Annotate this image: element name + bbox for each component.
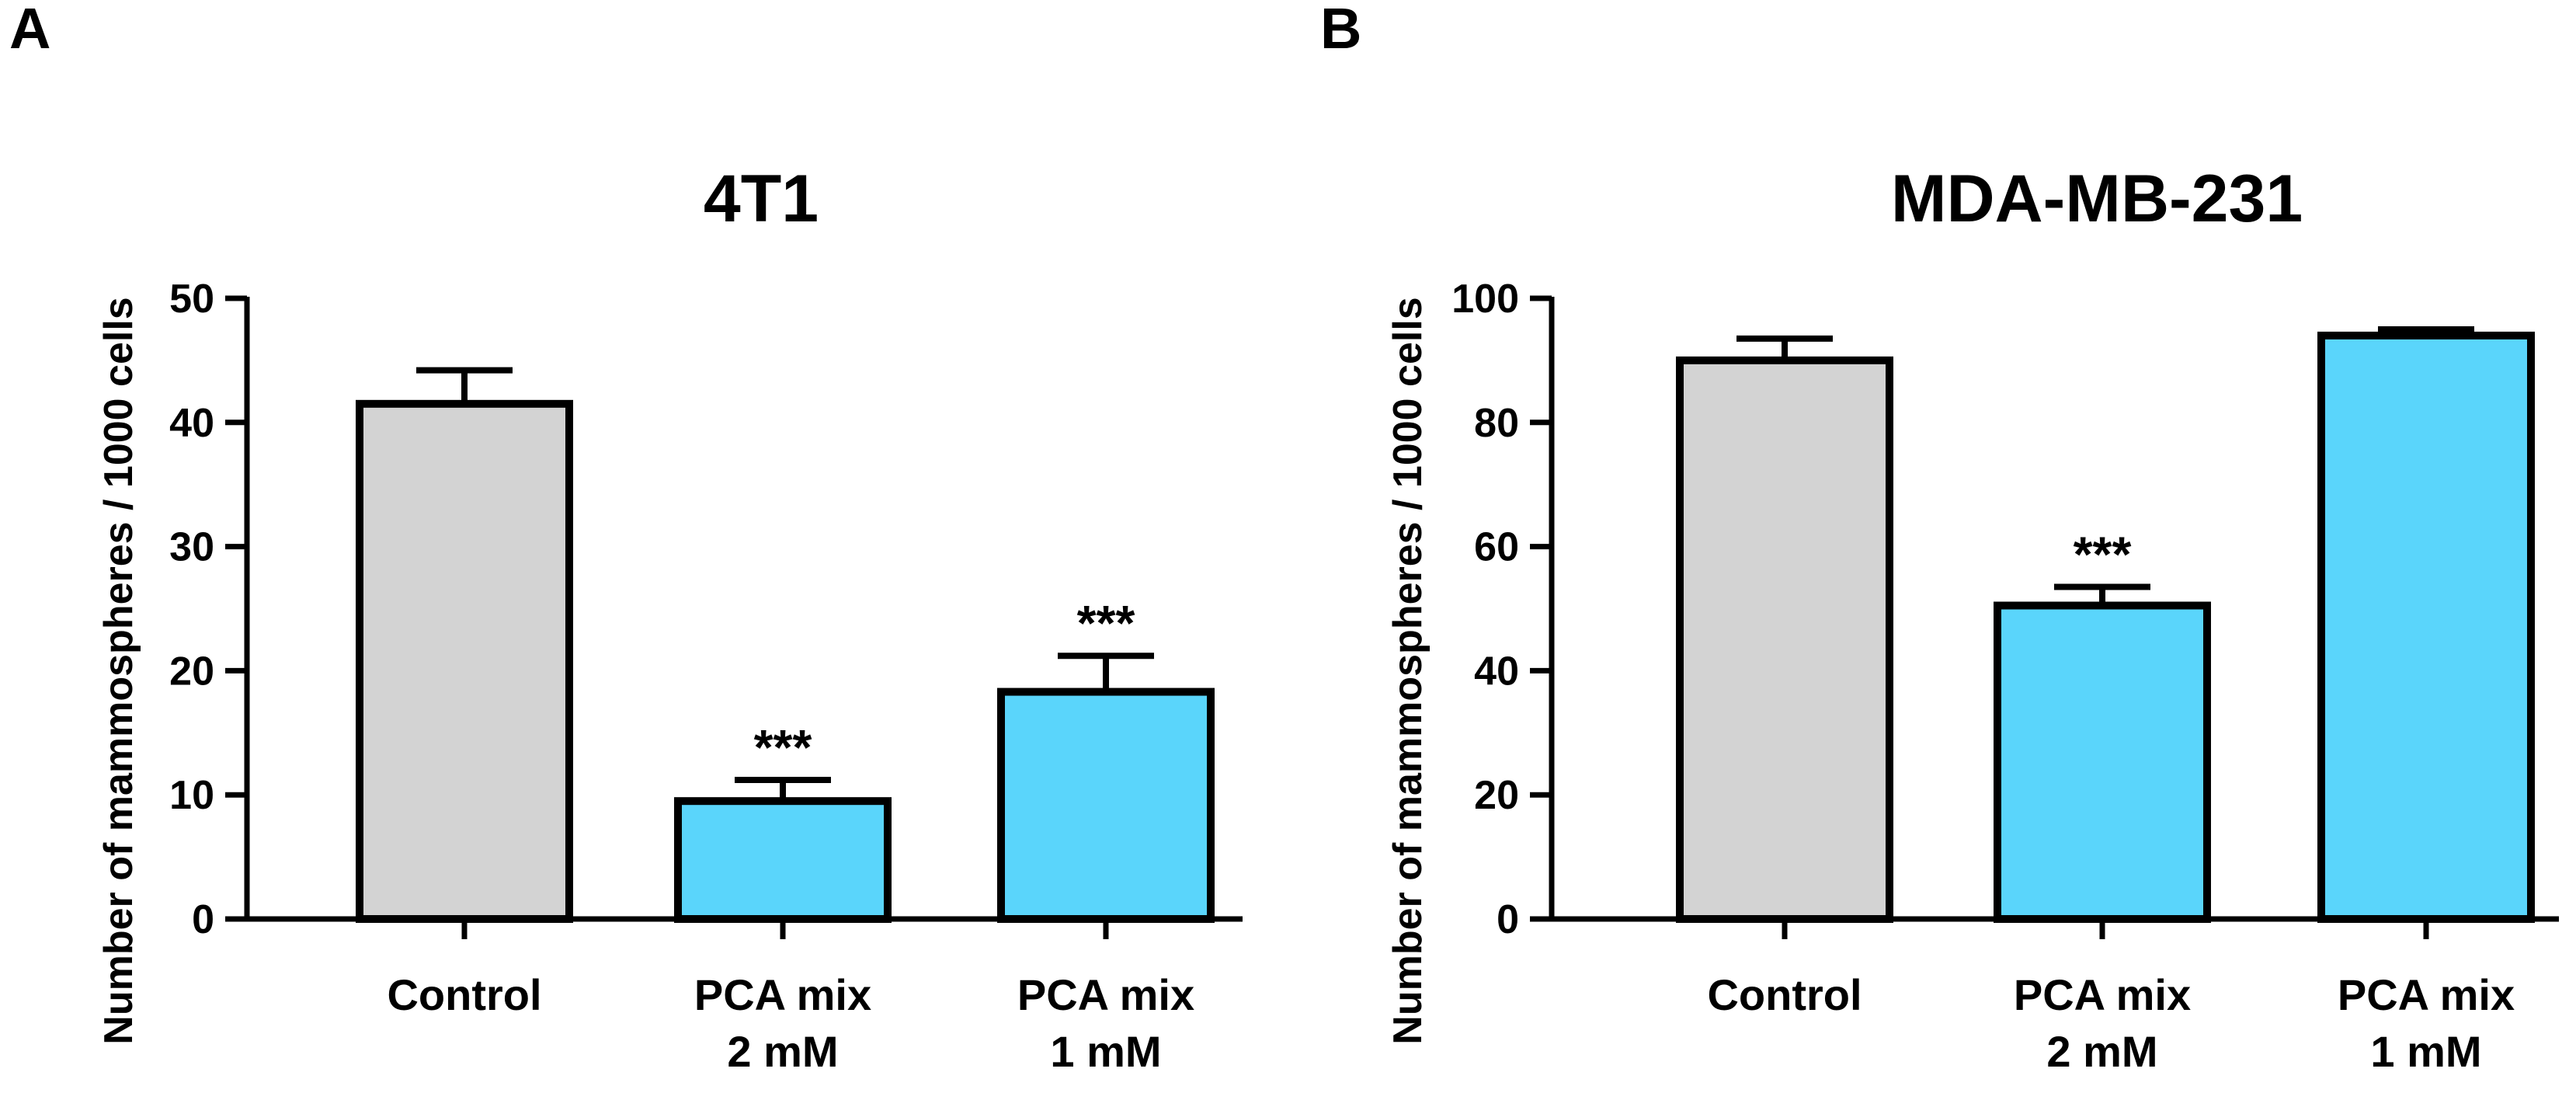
category-label: Control: [387, 970, 541, 1019]
category-label: 1 mM: [2370, 1027, 2481, 1076]
bar-1: [1994, 601, 2211, 923]
category-label: PCA mix: [2014, 970, 2191, 1019]
y-tick-label: 50: [169, 277, 214, 322]
y-axis-label: Number of mammospheres / 1000 cells: [96, 297, 141, 1044]
bar-1: [674, 797, 892, 923]
y-tick-label: 0: [1497, 897, 1519, 942]
bar-2: [2317, 331, 2535, 923]
y-tick-label: 0: [192, 897, 214, 942]
panel-b: B MDA-MB-231 Number of mammospheres / 1000…: [1320, 0, 2559, 1076]
panel-letter: B: [1320, 0, 1361, 61]
bar-0: [356, 399, 573, 923]
chart-title: 4T1: [704, 162, 819, 236]
bar-2: [997, 687, 1215, 923]
panel-a: A 4T1 Number of mammospheres / 1000 cells 0…: [9, 0, 1243, 1076]
y-tick-label: 20: [169, 649, 214, 694]
chart-title: MDA-MB-231: [1891, 162, 2303, 236]
y-tick-label: 20: [1474, 773, 1519, 818]
category-label: PCA mix: [2338, 970, 2515, 1019]
y-tick-label: 10: [169, 773, 214, 818]
y-axis-label: Number of mammospheres / 1000 cells: [1385, 297, 1431, 1044]
y-tick-label: 80: [1474, 401, 1519, 446]
y-tick-label: 30: [169, 525, 214, 570]
category-label: 2 mM: [727, 1027, 838, 1076]
panel-letter: A: [9, 0, 50, 61]
significance-marker: ***: [2074, 527, 2132, 583]
category-label: PCA mix: [694, 970, 871, 1019]
y-tick-label: 40: [169, 401, 214, 446]
category-label: Control: [1707, 970, 1862, 1019]
category-label: 1 mM: [1050, 1027, 1161, 1076]
category-label: PCA mix: [1017, 970, 1194, 1019]
bar-0: [1676, 356, 1893, 923]
significance-marker: ***: [754, 719, 812, 775]
y-tick-label: 60: [1474, 525, 1519, 570]
y-tick-label: 40: [1474, 649, 1519, 694]
y-tick-label: 100: [1451, 277, 1519, 322]
significance-marker: ***: [1077, 595, 1135, 651]
category-label: 2 mM: [2046, 1027, 2157, 1076]
